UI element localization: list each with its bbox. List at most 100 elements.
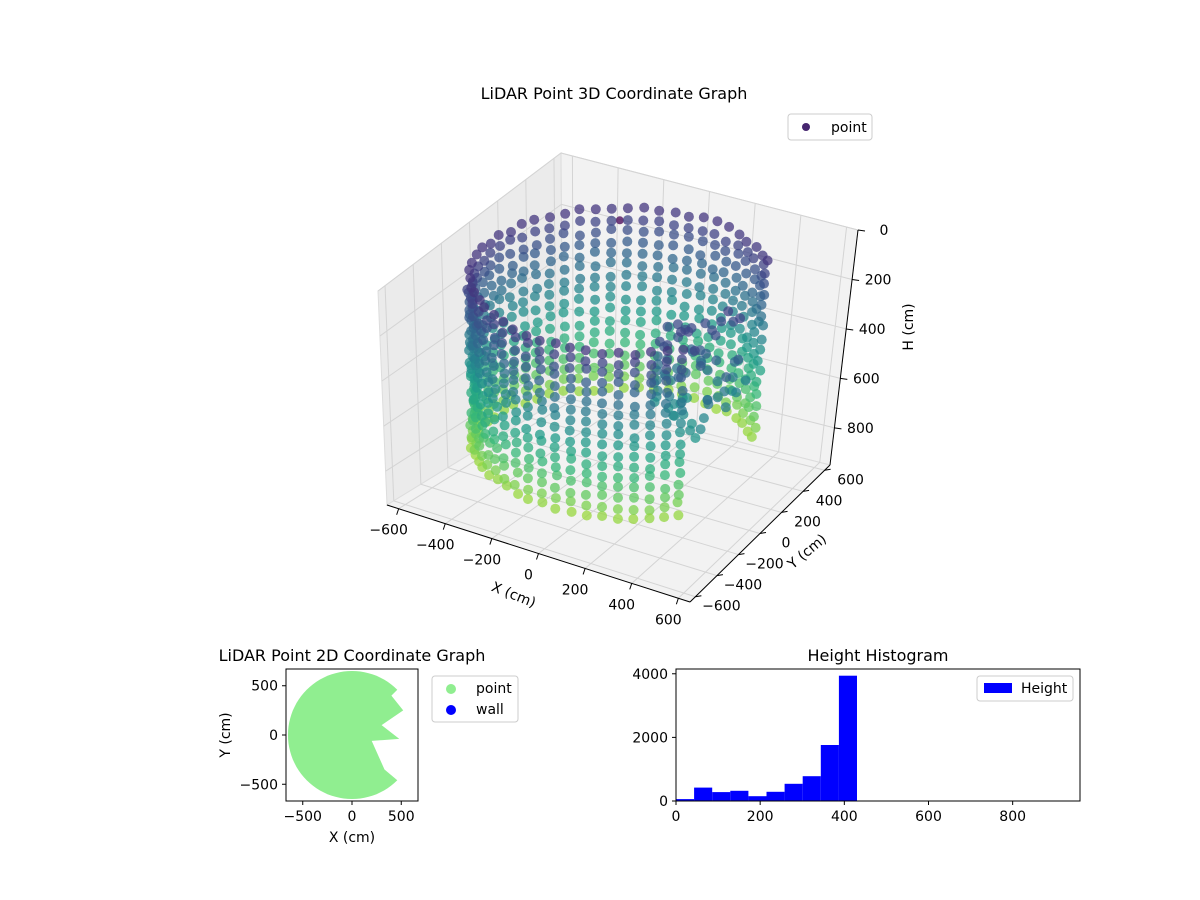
histogram-bar — [802, 776, 821, 801]
data-point-3d — [606, 247, 617, 258]
data-point-3d — [654, 216, 665, 227]
data-point-3d — [716, 316, 727, 327]
data-point-3d — [630, 357, 640, 368]
data-point-3d — [604, 348, 615, 359]
gridline-y-wall — [412, 264, 422, 485]
data-point-3d — [621, 248, 632, 259]
data-point-3d — [695, 268, 706, 279]
legend-label-point-3d: point — [831, 120, 867, 136]
data-point-3d — [613, 492, 623, 503]
x-tick-label-histogram: 200 — [747, 809, 774, 825]
data-point-3d — [550, 503, 561, 514]
y-tick-label-histogram: 0 — [659, 794, 668, 810]
data-point-3d — [660, 407, 671, 418]
data-point-3d — [489, 340, 499, 351]
data-point-3d — [709, 229, 720, 239]
data-point-3d — [703, 375, 714, 386]
data-point-3d — [581, 500, 592, 511]
y-tick-label-2d: 0 — [269, 728, 278, 744]
data-point-3d — [613, 429, 624, 440]
z-tick-3d — [846, 328, 854, 331]
data-point-3d — [661, 418, 672, 429]
panel-3d: LiDAR Point 3D Coordinate Graph −600 −400… — [369, 84, 917, 628]
data-point-3d — [629, 367, 640, 378]
data-point-3d — [706, 305, 717, 316]
data-point-3d — [522, 410, 533, 421]
data-point-3d — [629, 482, 639, 493]
data-point-3d — [751, 389, 762, 399]
data-point-3d — [549, 442, 560, 453]
data-point-3d — [635, 329, 646, 340]
data-point-3d — [681, 255, 692, 266]
data-point-3d — [537, 404, 548, 415]
x-tick-3d — [442, 523, 446, 530]
data-point-3d — [486, 352, 497, 363]
data-point-3d — [751, 401, 762, 412]
data-point-3d — [496, 349, 507, 359]
data-point-3d — [589, 246, 600, 257]
data-point-3d — [668, 410, 679, 421]
data-point-3d — [589, 362, 600, 373]
data-point-3d — [756, 334, 767, 345]
data-point-3d — [730, 285, 741, 296]
data-point-3d — [731, 387, 742, 398]
data-point-3d — [550, 452, 560, 463]
data-point-3d — [467, 298, 478, 309]
y-tick-3d — [738, 553, 745, 556]
data-point-3d — [510, 332, 521, 343]
x-tick-label-histogram: 600 — [915, 809, 942, 825]
data-point-3d — [644, 494, 655, 505]
data-point-3d — [637, 281, 648, 292]
data-point-3d — [536, 468, 547, 479]
data-point-3d — [650, 328, 661, 339]
panel-2d: LiDAR Point 2D Coordinate Graph −500−500… — [218, 646, 519, 846]
data-point-3d — [711, 404, 722, 414]
data-point-3d — [597, 358, 608, 368]
data-point-3d — [549, 482, 560, 493]
data-point-3d — [537, 477, 547, 488]
data-point-3d — [755, 365, 766, 376]
data-point-3d — [695, 424, 706, 435]
data-point-3d — [590, 216, 601, 227]
data-point-3d — [629, 409, 640, 420]
z-tick-label-3d: 800 — [847, 421, 874, 437]
data-point-3d — [565, 496, 576, 507]
data-point-3d — [660, 459, 671, 470]
data-point-3d — [471, 249, 482, 260]
data-point-3d — [605, 271, 616, 282]
data-point-3d — [544, 301, 555, 312]
data-point-3d — [597, 501, 607, 512]
data-point-3d — [731, 272, 742, 283]
data-point-3d — [749, 327, 760, 337]
data-point-3d — [695, 361, 706, 371]
data-point-3d — [653, 261, 664, 272]
x-tick-label-histogram: 400 — [831, 809, 858, 825]
data-point-3d — [629, 380, 640, 391]
data-point-3d — [590, 238, 601, 249]
data-point-3d — [622, 236, 633, 247]
data-point-3d — [646, 346, 656, 357]
data-point-3d — [589, 315, 600, 326]
data-point-3d — [492, 401, 503, 412]
data-point-3d — [550, 433, 561, 444]
data-point-3d — [613, 481, 623, 492]
data-point-3d — [478, 335, 489, 345]
point-area-2d — [288, 671, 404, 799]
data-point-3d — [737, 418, 748, 428]
data-point-3d — [550, 462, 561, 473]
histogram-bar — [676, 799, 695, 801]
x-tick-label-histogram: 800 — [999, 809, 1026, 825]
data-point-3d — [574, 261, 585, 271]
data-point-3d — [679, 310, 690, 321]
data-point-3d — [693, 336, 704, 347]
data-point-3d — [670, 207, 681, 218]
data-point-3d — [489, 434, 500, 445]
data-point-3d — [510, 394, 521, 405]
data-point-3d — [660, 492, 670, 503]
chart-title-3d: LiDAR Point 3D Coordinate Graph — [481, 84, 748, 103]
data-point-3d — [565, 383, 576, 394]
data-point-3d — [635, 339, 646, 350]
data-point-3d — [605, 291, 616, 302]
data-point-3d — [741, 268, 752, 279]
